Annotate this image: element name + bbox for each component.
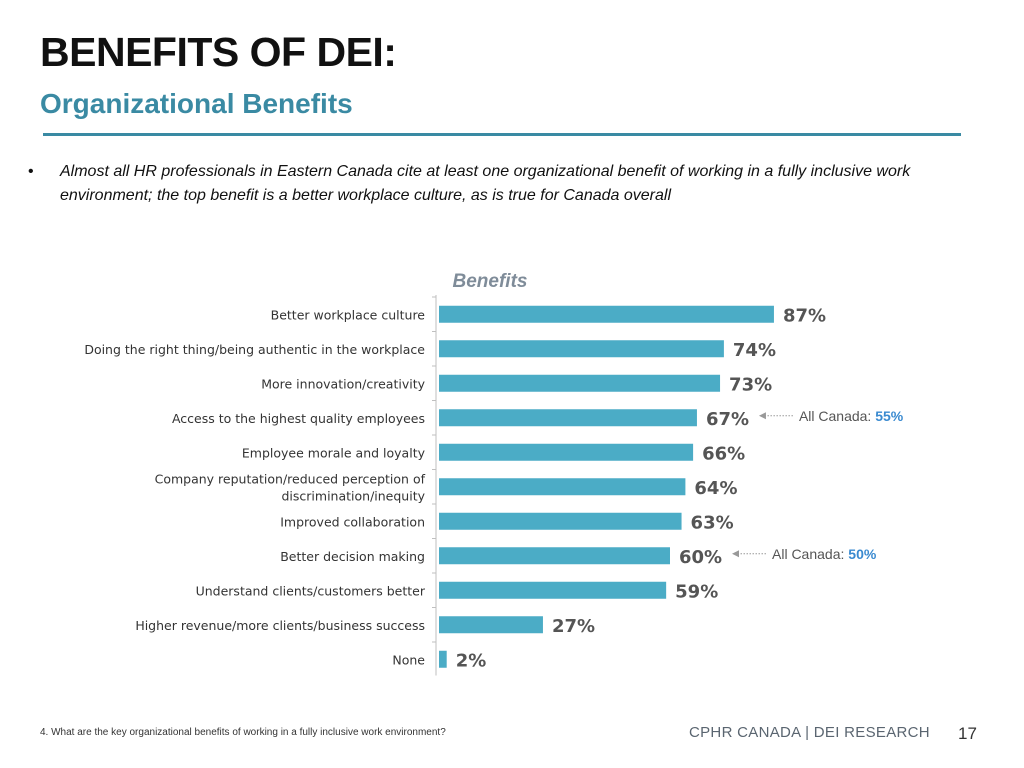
category-label: discrimination/inequity bbox=[281, 488, 425, 503]
bar bbox=[439, 305, 774, 323]
page-title: BENEFITS OF DEI: bbox=[40, 29, 397, 75]
category-label: Better decision making bbox=[280, 549, 425, 564]
value-label: 60% bbox=[679, 547, 722, 568]
bullet-marker: • bbox=[28, 163, 34, 180]
category-label: None bbox=[392, 652, 425, 667]
category-label: Employee morale and loyalty bbox=[242, 445, 426, 460]
annotation-all-canada: All Canada: 55% bbox=[799, 408, 904, 424]
bar bbox=[439, 581, 667, 599]
question-footnote: 4. What are the key organizational benef… bbox=[40, 727, 446, 738]
category-label: Company reputation/reduced perception of bbox=[155, 471, 426, 486]
annotation-arrowhead bbox=[732, 550, 739, 558]
bullet-text: Almost all HR professionals in Eastern C… bbox=[60, 163, 911, 204]
bar bbox=[439, 374, 721, 392]
brand-footer: CPHR CANADA | DEI RESEARCH bbox=[689, 724, 930, 741]
title-divider bbox=[43, 133, 961, 136]
summary-bullet: • Almost all HR professionals in Eastern… bbox=[28, 160, 928, 208]
benefits-bar-chart: Benefits 87% Better workplace culture 74% Do… bbox=[84, 271, 904, 676]
value-label: 59% bbox=[675, 581, 718, 602]
value-label: 87% bbox=[783, 305, 826, 326]
bar bbox=[439, 478, 686, 496]
category-label: More innovation/creativity bbox=[261, 376, 425, 391]
value-label: 73% bbox=[729, 374, 772, 395]
category-label: Understand clients/customers better bbox=[196, 583, 426, 598]
page-subtitle: Organizational Benefits bbox=[40, 88, 353, 119]
category-label: Improved collaboration bbox=[280, 514, 425, 529]
bar bbox=[439, 340, 724, 358]
category-label: Doing the right thing/being authentic in… bbox=[84, 342, 425, 357]
chart-title: Benefits bbox=[453, 271, 528, 292]
bar bbox=[439, 547, 670, 565]
value-label: 67% bbox=[706, 409, 749, 430]
category-label: Higher revenue/more clients/business suc… bbox=[135, 618, 425, 633]
bar bbox=[439, 650, 447, 668]
value-label: 2% bbox=[456, 650, 487, 671]
page-number: 17 bbox=[958, 724, 977, 743]
value-label: 63% bbox=[691, 512, 734, 533]
value-label: 74% bbox=[733, 340, 776, 361]
bar bbox=[439, 443, 694, 461]
category-label: Access to the highest quality employees bbox=[172, 411, 425, 426]
annotation-all-canada: All Canada: 50% bbox=[772, 546, 877, 562]
bar bbox=[439, 409, 697, 427]
value-label: 64% bbox=[694, 478, 737, 499]
bar bbox=[439, 512, 682, 530]
annotation-arrowhead bbox=[758, 412, 766, 420]
bar bbox=[439, 616, 543, 634]
value-label: 27% bbox=[552, 616, 595, 637]
category-label: Better workplace culture bbox=[271, 307, 426, 322]
value-label: 66% bbox=[702, 443, 745, 464]
